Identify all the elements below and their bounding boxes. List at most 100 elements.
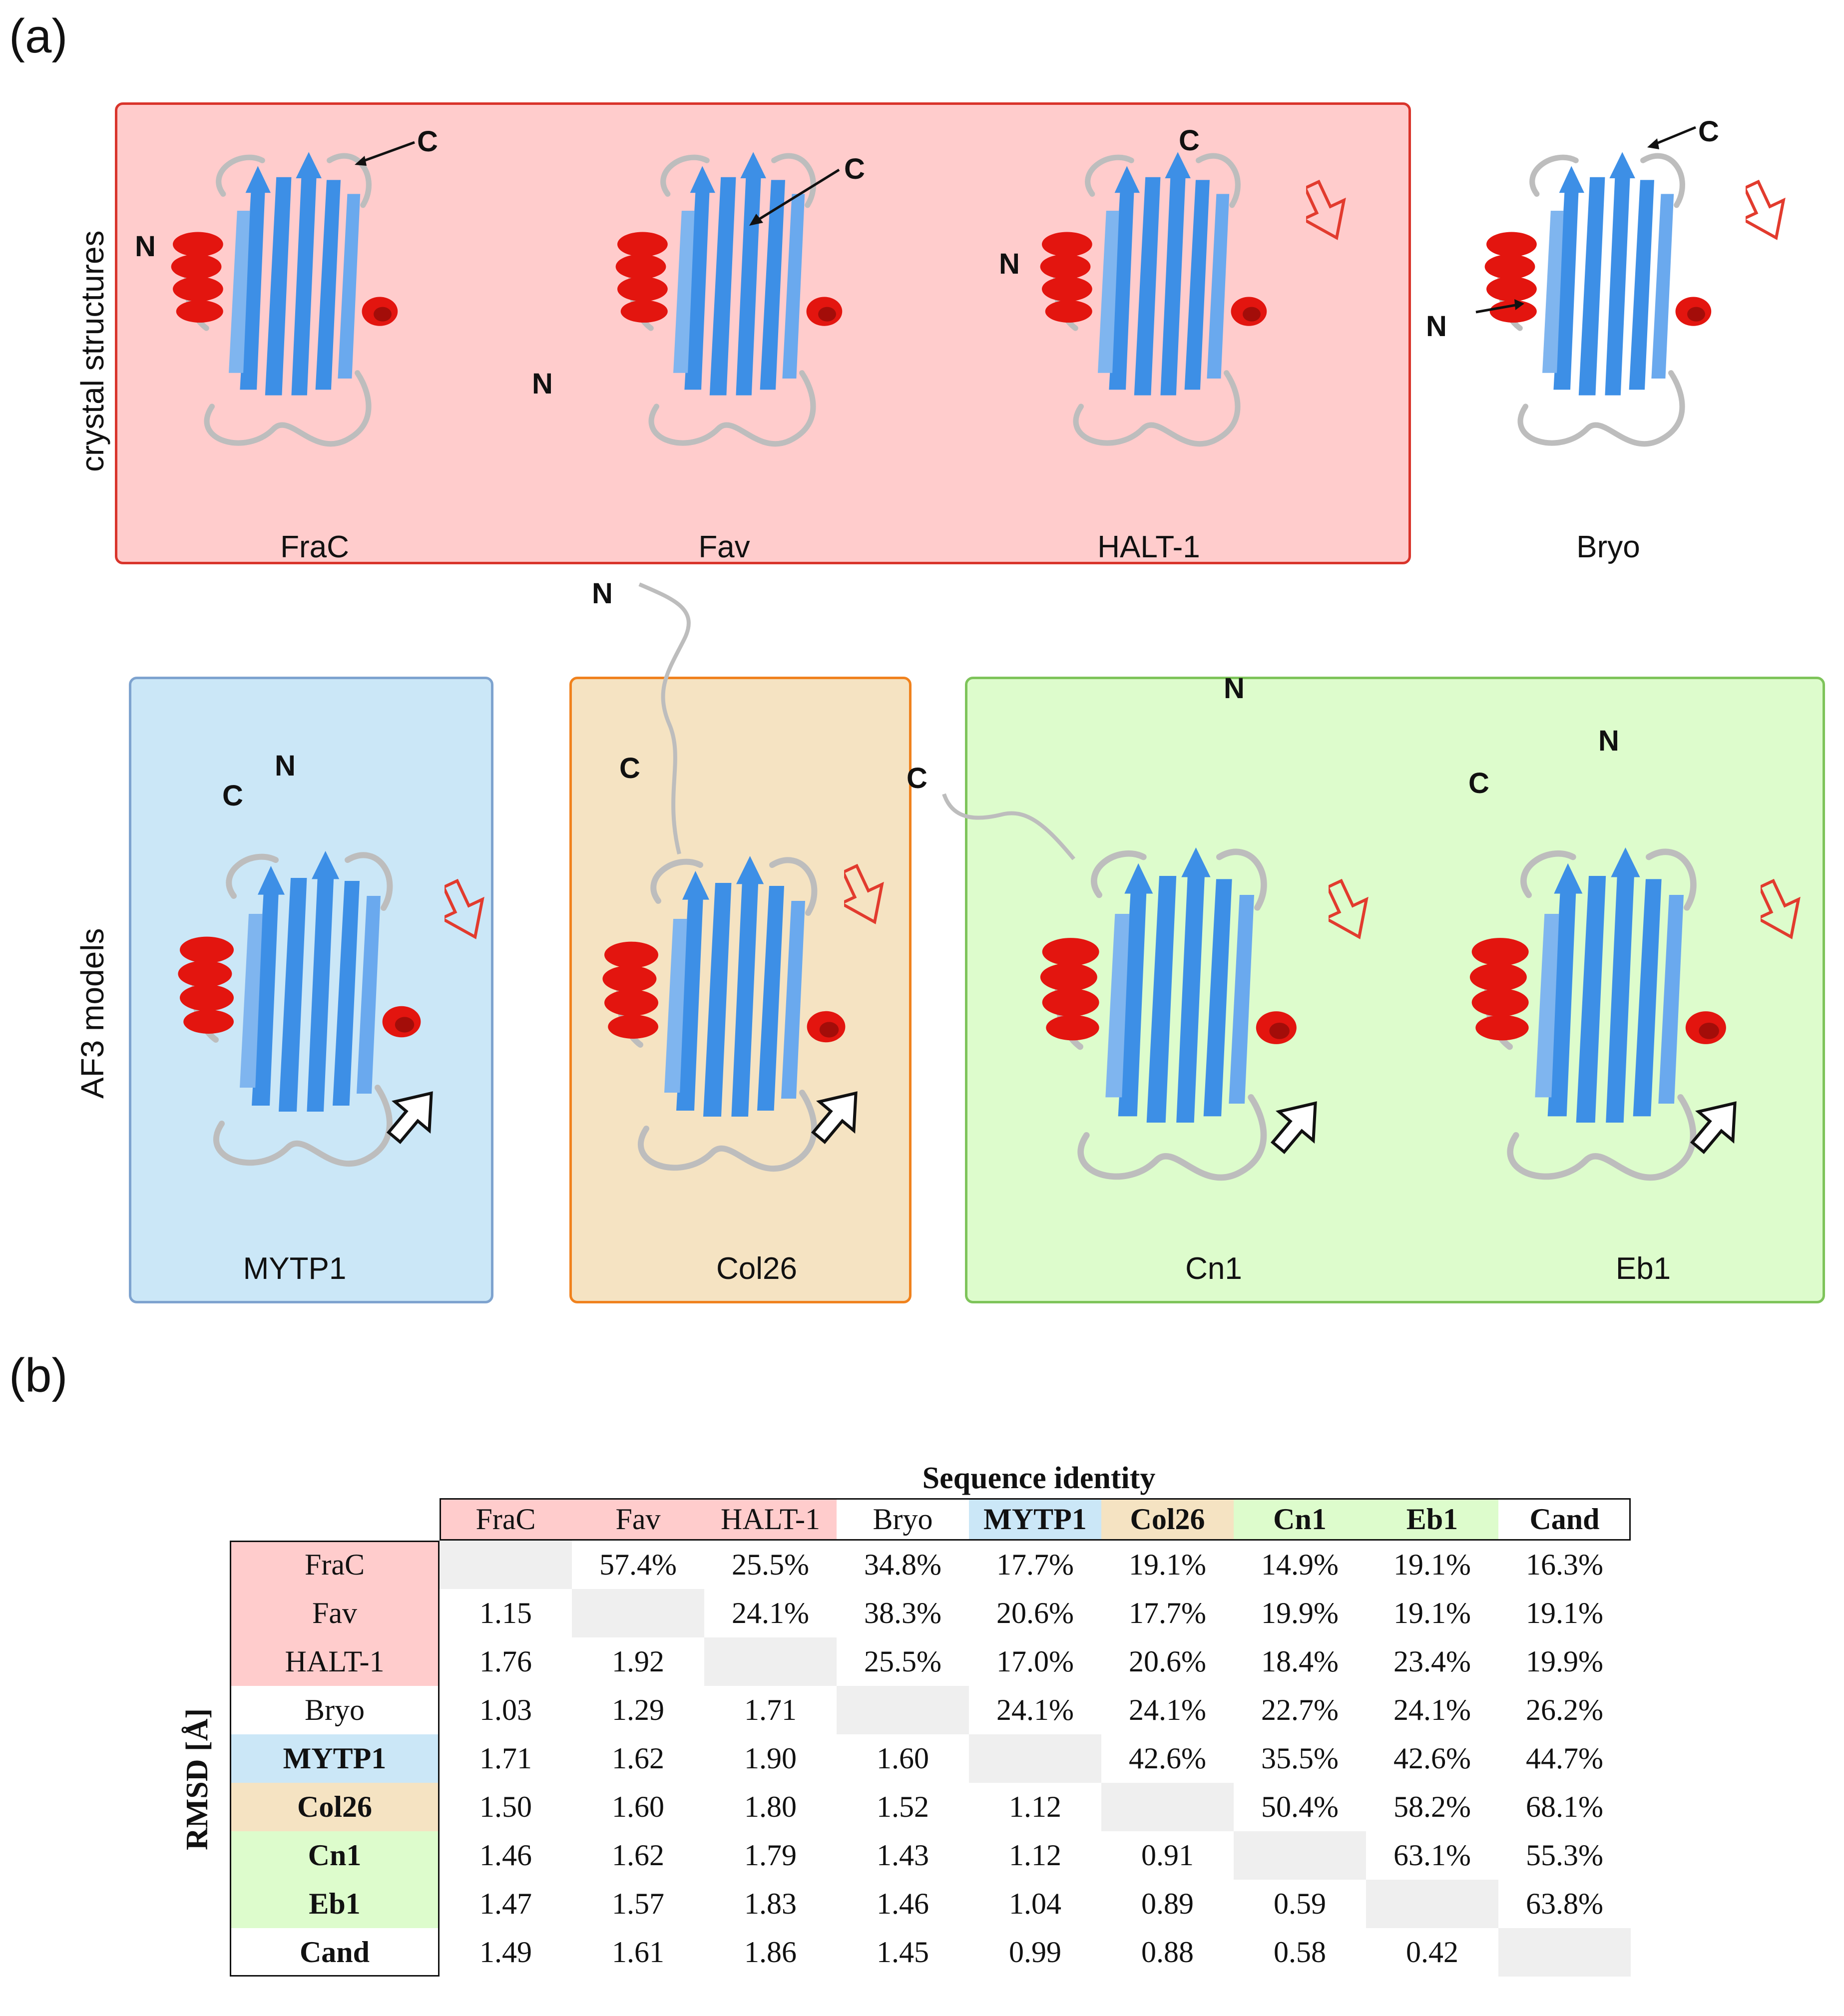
table-cell: 19.1% <box>1526 1597 1603 1629</box>
table-cell: 68.1% <box>1526 1790 1603 1823</box>
table-cell: 0.99 <box>1009 1936 1061 1969</box>
table-cell: 1.45 <box>877 1936 929 1969</box>
table-cell: 1.29 <box>612 1693 664 1726</box>
table-cell: 1.83 <box>744 1887 797 1920</box>
table-cell: 24.1% <box>1393 1693 1471 1726</box>
table-cell: 57.4% <box>599 1548 677 1581</box>
col26-n-tail <box>638 582 691 854</box>
cn1-c-tail <box>942 793 1076 860</box>
table-cell: 19.9% <box>1526 1645 1603 1678</box>
row-header: Eb1 <box>230 1880 440 1928</box>
table-cell: 1.12 <box>1009 1790 1061 1823</box>
crystal-structures-label: crystal structures <box>74 230 110 472</box>
table-cell: 1.12 <box>1009 1839 1061 1872</box>
fav-c-arrow <box>749 168 840 226</box>
col26-c-terminus: C <box>619 752 640 785</box>
table-cell: 1.47 <box>479 1887 532 1920</box>
table-cell: 20.6% <box>996 1597 1074 1629</box>
column-header: FraC <box>440 1498 572 1541</box>
table-cell: 23.4% <box>1393 1645 1471 1678</box>
eb1-n-terminus: N <box>1598 725 1619 757</box>
table-cell: 63.1% <box>1393 1839 1471 1872</box>
table-cell: 1.92 <box>612 1645 664 1678</box>
row-header: FraC <box>230 1541 440 1589</box>
table-cell: 55.3% <box>1526 1839 1603 1872</box>
frac-c-terminus: C <box>417 125 438 158</box>
column-header: Cand <box>1498 1498 1631 1541</box>
row-header: HALT-1 <box>230 1637 440 1686</box>
table-cell: 1.04 <box>1009 1887 1061 1920</box>
bryo-red-arrow <box>1746 180 1786 240</box>
fav-label: Fav <box>698 530 750 564</box>
diagonal-cell <box>1234 1831 1366 1880</box>
diagonal-cell <box>1498 1928 1631 1977</box>
table-cell: 35.5% <box>1261 1742 1339 1775</box>
table-cell: 1.71 <box>479 1742 532 1775</box>
table-cell: 44.7% <box>1526 1742 1603 1775</box>
diagonal-cell <box>1366 1880 1498 1928</box>
row-header: Col26 <box>230 1783 440 1831</box>
table-cell: 16.3% <box>1526 1548 1603 1581</box>
column-header: Fav <box>572 1498 704 1541</box>
fav-n-terminus: N <box>532 368 553 400</box>
mytp1-white-arrow <box>386 1091 433 1145</box>
table-cell: 63.8% <box>1526 1887 1603 1920</box>
halt1-c-terminus: C <box>1179 124 1200 157</box>
frac-n-terminus: N <box>135 230 156 263</box>
table-cell: 1.62 <box>612 1839 664 1872</box>
table-cell: 1.46 <box>479 1839 532 1872</box>
table-cell: 42.6% <box>1129 1742 1206 1775</box>
cn1-c-terminus: C <box>907 762 927 795</box>
diagonal-cell <box>969 1734 1101 1783</box>
table-cell: 24.1% <box>1129 1693 1206 1726</box>
table-cell: 0.91 <box>1141 1839 1194 1872</box>
table-cell: 42.6% <box>1393 1742 1471 1775</box>
table-cell: 14.9% <box>1261 1548 1339 1581</box>
table-cell: 19.1% <box>1393 1548 1471 1581</box>
eb1-red-arrow <box>1761 879 1801 939</box>
table-cell: 0.58 <box>1274 1936 1326 1969</box>
table-cell: 1.86 <box>744 1936 797 1969</box>
row-header: Bryo <box>230 1686 440 1734</box>
bryo-n-arrow <box>1475 299 1524 314</box>
table-cell: 18.4% <box>1261 1645 1339 1678</box>
table-cell: 19.1% <box>1129 1548 1206 1581</box>
mytp1-label: MYTP1 <box>243 1251 347 1286</box>
halt1-label: HALT-1 <box>1097 530 1200 564</box>
column-header: HALT-1 <box>704 1498 837 1541</box>
bryo-c-terminus: C <box>1698 115 1719 148</box>
rmsd-axis-label: RMSD [Å] <box>180 1708 214 1850</box>
column-header: Eb1 <box>1366 1498 1498 1541</box>
halt1-structure <box>1014 120 1294 469</box>
column-header: Bryo <box>837 1498 969 1541</box>
table-cell: 1.79 <box>744 1839 797 1872</box>
column-header: Col26 <box>1101 1498 1234 1541</box>
table-header-border <box>440 1498 1631 1541</box>
table-cell: 1.50 <box>479 1790 532 1823</box>
diagonal-cell <box>572 1589 704 1637</box>
diagonal-cell <box>440 1541 572 1589</box>
table-cell: 25.5% <box>864 1645 941 1678</box>
column-header: MYTP1 <box>969 1498 1101 1541</box>
table-cell: 20.6% <box>1129 1645 1206 1678</box>
table-cell: 1.46 <box>877 1887 929 1920</box>
col26-white-arrow <box>811 1091 858 1145</box>
table-cell: 1.61 <box>612 1936 664 1969</box>
eb1-c-terminus: C <box>1468 767 1489 800</box>
row-header: Fav <box>230 1589 440 1637</box>
panel-label-a: (a) <box>9 9 68 63</box>
row-header: MYTP1 <box>230 1734 440 1783</box>
row-header: Cand <box>230 1928 440 1977</box>
frac-label: FraC <box>280 530 349 564</box>
table-cell: 0.59 <box>1274 1887 1326 1920</box>
table-cell: 1.62 <box>612 1742 664 1775</box>
cn1-label: Cn1 <box>1185 1251 1242 1286</box>
row-labels-border <box>230 1541 440 1977</box>
halt1-n-terminus: N <box>999 248 1020 280</box>
table-cell: 17.7% <box>996 1548 1074 1581</box>
table-cell: 58.2% <box>1393 1790 1471 1823</box>
halt1-red-arrow <box>1306 180 1346 240</box>
af3-models-label: AF3 models <box>74 928 110 1099</box>
table-cell: 25.5% <box>732 1548 809 1581</box>
table-cell: 50.4% <box>1261 1790 1339 1823</box>
